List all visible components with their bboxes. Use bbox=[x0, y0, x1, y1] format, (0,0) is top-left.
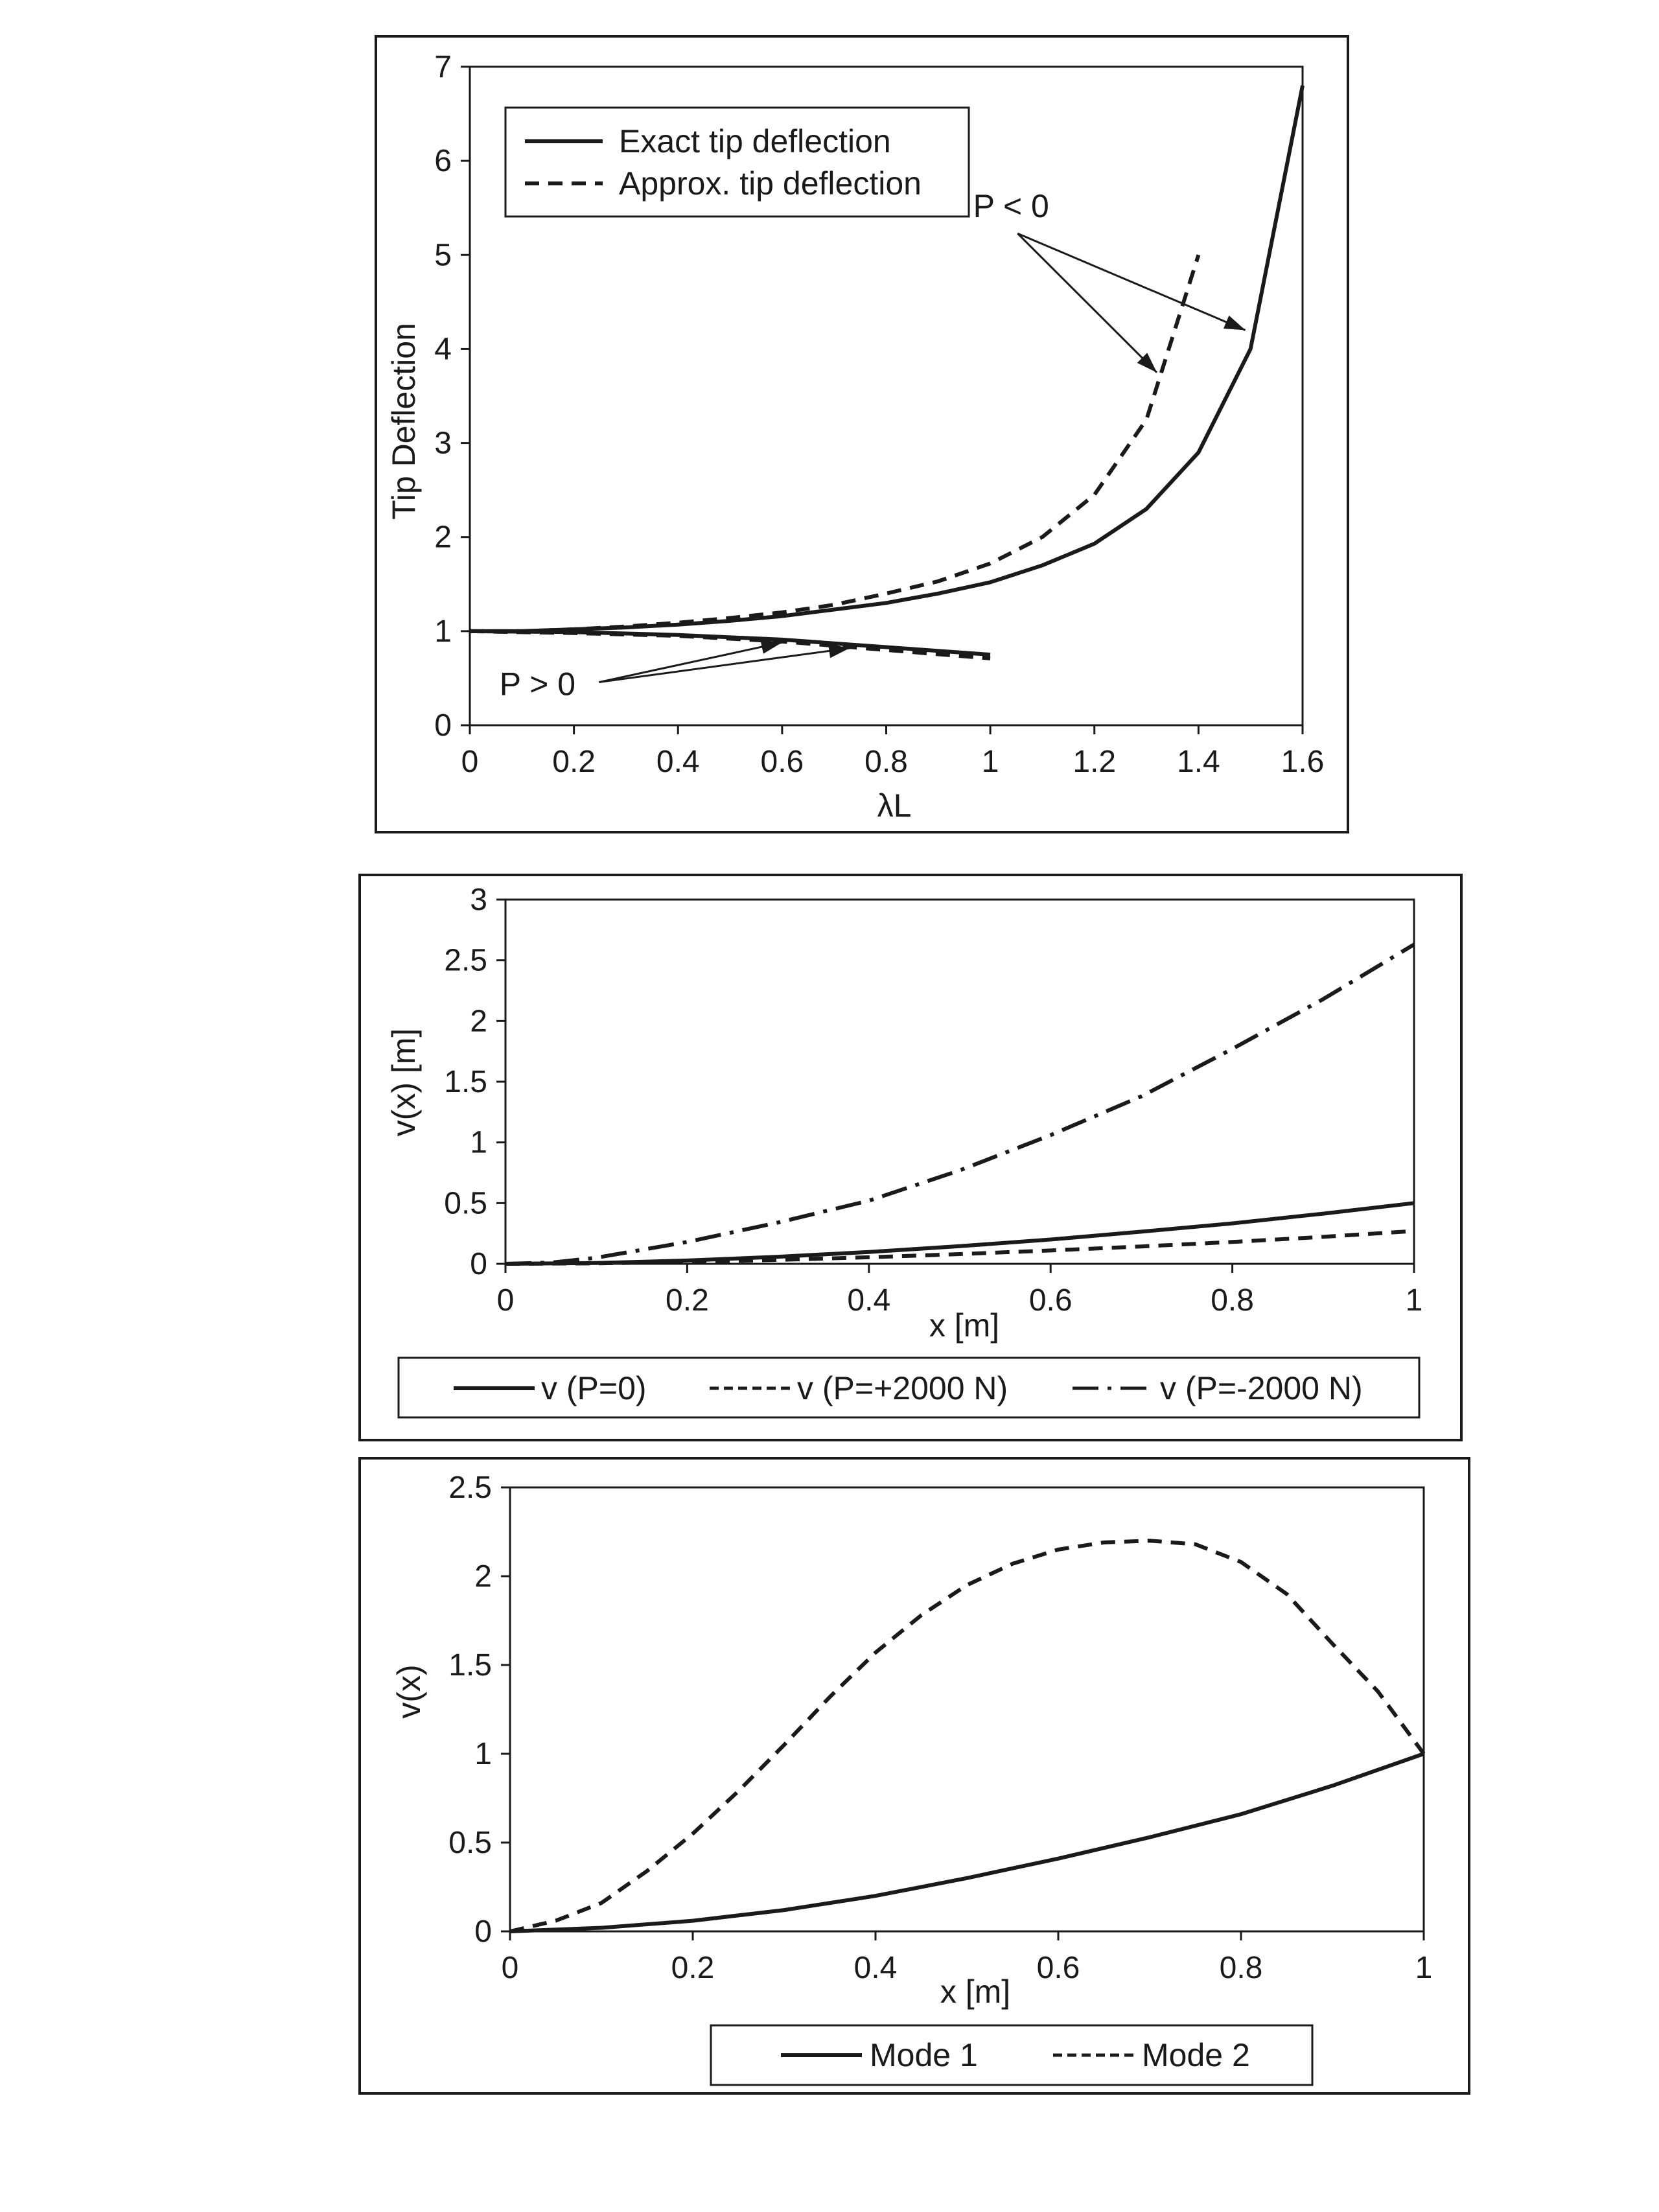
x-tick-label: 0 bbox=[497, 1283, 515, 1318]
x-tick-label: 0.6 bbox=[1037, 1951, 1080, 1985]
x-tick-label: 1.6 bbox=[1281, 745, 1325, 779]
legend-entry-pneg: v (P=-2000 N) bbox=[1160, 1370, 1363, 1406]
x-tick-label: 0.4 bbox=[854, 1951, 898, 1985]
x-tick-label: 0.2 bbox=[671, 1951, 715, 1985]
annotation-arrowhead bbox=[1137, 353, 1157, 373]
x-tick-label: 0.4 bbox=[656, 745, 700, 779]
y-axis: 0 0.5 1 1.5 2 2.5 3 bbox=[444, 883, 505, 1281]
legend: v (P=0) v (P=+2000 N) v (P=-2000 N) bbox=[397, 1356, 1421, 1419]
legend-entry-exact: Exact tip deflection bbox=[619, 123, 891, 159]
series-line-mode-2 bbox=[509, 1539, 1426, 1933]
x-tick-label: 1.2 bbox=[1073, 745, 1116, 779]
x-tick-label: 1 bbox=[982, 745, 999, 779]
y-tick-label: 2 bbox=[434, 520, 452, 555]
x-tick-label: 1 bbox=[1406, 1283, 1423, 1318]
plot-area bbox=[504, 898, 1415, 1265]
annotation-arrowhead bbox=[1223, 315, 1246, 331]
annotations: P < 0 P > 0 bbox=[500, 188, 1246, 703]
legend-box bbox=[397, 1356, 1421, 1419]
y-axis-label: v(x) bbox=[391, 1664, 427, 1718]
x-tick-label: 0.6 bbox=[1029, 1283, 1073, 1318]
legend-entry-ppos: v (P=+2000 N) bbox=[797, 1370, 1008, 1406]
panel-deflection-load: 0 0.5 1 1.5 2 2.5 3 0 0.2 0.4 0.6 0.8 1 x [m] v(x) … bbox=[358, 874, 1463, 1441]
legend-entry-mode2: Mode 2 bbox=[1142, 2037, 1250, 2073]
y-tick-label: 2.5 bbox=[444, 944, 487, 978]
legend-box bbox=[504, 106, 970, 218]
y-tick-label: 1.5 bbox=[448, 1648, 492, 1682]
series-line-v-p-2000-n- bbox=[505, 942, 1415, 1266]
y-tick-label: 2 bbox=[470, 1004, 487, 1038]
x-tick-label: 1 bbox=[1415, 1951, 1433, 1985]
x-tick-label: 1.4 bbox=[1177, 745, 1220, 779]
y-tick-label: 3 bbox=[470, 883, 487, 917]
y-tick-label: 3 bbox=[434, 426, 452, 461]
annotation-arrow bbox=[599, 641, 783, 684]
annotation-arrow bbox=[1017, 232, 1246, 331]
y-tick-label: 0.5 bbox=[448, 1826, 492, 1860]
y-tick-label: 1 bbox=[474, 1737, 492, 1771]
y-tick-label: 1 bbox=[470, 1126, 487, 1160]
x-tick-label: 0.8 bbox=[864, 745, 908, 779]
series-line-v-p-2000-n- bbox=[505, 1229, 1415, 1266]
x-tick-label: 0.8 bbox=[1211, 1283, 1254, 1318]
plot-area bbox=[509, 1486, 1425, 1933]
series-line-approx-tip-deflection bbox=[469, 629, 991, 660]
x-tick-label: 0 bbox=[502, 1951, 519, 1985]
y-axis: 0 0.5 1 1.5 2 2.5 bbox=[448, 1471, 510, 1949]
series-line-approx-tip-deflection bbox=[470, 254, 1201, 633]
x-axis: 0 0.2 0.4 0.6 0.8 1 bbox=[497, 1264, 1423, 1318]
series-line-exact-tip-deflection bbox=[470, 85, 1305, 633]
x-tick-label: 0.6 bbox=[761, 745, 804, 779]
x-tick-label: 0 bbox=[461, 745, 479, 779]
y-tick-label: 1 bbox=[434, 614, 452, 649]
y-tick-label: 2 bbox=[474, 1559, 492, 1594]
x-axis: 0 0.2 0.4 0.6 0.8 1 bbox=[502, 1931, 1433, 1985]
panel-mode-shapes: 0 0.5 1 1.5 2 2.5 0 0.2 0.4 0.6 0.8 1 x [m] v(x) M… bbox=[358, 1457, 1470, 2095]
annotation-arrow bbox=[1017, 233, 1158, 373]
x-axis-label: x [m] bbox=[940, 1973, 1010, 2010]
x-tick-label: 0.8 bbox=[1220, 1951, 1263, 1985]
annotation-arrowhead bbox=[760, 640, 782, 654]
series-line-mode-1 bbox=[509, 1752, 1424, 1933]
legend-entry-approx: Approx. tip deflection bbox=[619, 165, 922, 202]
panel-frame bbox=[375, 35, 1349, 833]
annotation-label: P < 0 bbox=[973, 188, 1049, 224]
y-tick-label: 0.5 bbox=[444, 1186, 487, 1220]
x-tick-label: 0.2 bbox=[552, 745, 596, 779]
series-group bbox=[469, 85, 1305, 660]
y-tick-label: 1.5 bbox=[444, 1065, 487, 1099]
annotation-arrow bbox=[599, 647, 850, 684]
x-tick-label: 0.2 bbox=[666, 1283, 709, 1318]
panel-frame bbox=[358, 874, 1463, 1441]
panel-frame bbox=[358, 1457, 1470, 2095]
x-tick-label: 0.4 bbox=[847, 1283, 890, 1318]
y-axis: 0 1 2 3 4 5 6 7 bbox=[434, 50, 470, 743]
legend: Exact tip deflection Approx. tip deflect… bbox=[504, 106, 970, 218]
y-tick-label: 0 bbox=[434, 708, 452, 743]
legend: Mode 1 Mode 2 bbox=[710, 2024, 1314, 2086]
y-tick-label: 7 bbox=[434, 50, 452, 84]
y-tick-label: 2.5 bbox=[448, 1471, 492, 1505]
x-axis: 0 0.2 0.4 0.6 0.8 1 1.2 1.4 1.6 bbox=[461, 725, 1325, 779]
y-tick-label: 4 bbox=[434, 332, 452, 366]
series-line-exact-tip-deflection bbox=[469, 629, 991, 657]
legend-entry-mode1: Mode 1 bbox=[870, 2037, 978, 2073]
y-axis-label: Tip Deflection bbox=[386, 323, 422, 520]
y-axis-label: v(x) [m] bbox=[386, 1029, 422, 1137]
y-tick-label: 6 bbox=[434, 144, 452, 178]
y-tick-label: 0 bbox=[474, 1915, 492, 1949]
x-axis-label: λL bbox=[877, 787, 912, 824]
legend-entry-p0: v (P=0) bbox=[541, 1370, 647, 1406]
x-axis-label: x [m] bbox=[929, 1307, 999, 1344]
series-group bbox=[509, 1539, 1426, 1933]
y-tick-label: 5 bbox=[434, 238, 452, 272]
annotation-arrowhead bbox=[828, 644, 850, 658]
annotation-label: P > 0 bbox=[500, 666, 575, 703]
y-tick-label: 0 bbox=[470, 1247, 487, 1281]
series-group bbox=[505, 942, 1415, 1266]
